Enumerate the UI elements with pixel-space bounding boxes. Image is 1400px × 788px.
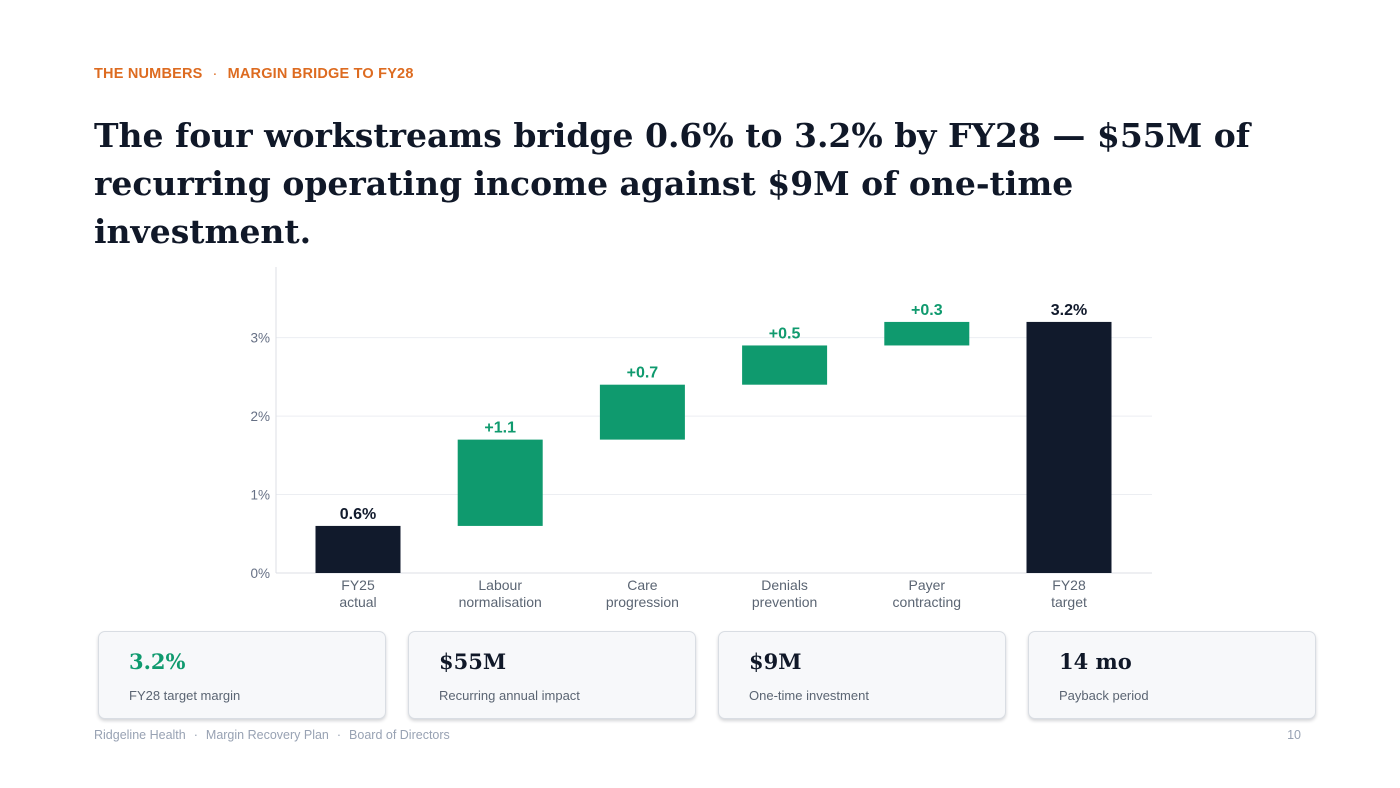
- page-number: 10: [1287, 728, 1301, 742]
- kpi-value: 3.2%: [129, 649, 186, 674]
- y-tick-label: 1%: [250, 488, 270, 503]
- data-label: 0.6%: [340, 506, 376, 523]
- x-tick-label: prevention: [752, 594, 817, 610]
- x-tick-label: Denials: [761, 577, 808, 593]
- kpi-card-recurring-impact: $55M Recurring annual impact: [408, 631, 696, 719]
- y-tick-label: 3%: [250, 331, 270, 346]
- page-title: The four workstreams bridge 0.6% to 3.2%…: [94, 116, 1250, 251]
- kpi-value: 14 mo: [1059, 649, 1132, 674]
- footer-org: Ridgeline Health: [94, 728, 186, 742]
- kpi-value: $9M: [749, 649, 802, 674]
- x-tick-label: Care: [627, 577, 658, 593]
- footer: Ridgeline Health · Margin Recovery Plan · Bo…: [94, 728, 450, 742]
- y-tick-label: 2%: [250, 409, 270, 424]
- kpi-label: Payback period: [1059, 688, 1149, 703]
- delta-bar: [884, 321, 970, 346]
- data-label: +0.3: [911, 302, 943, 319]
- y-tick-label: 0%: [250, 566, 270, 581]
- kpi-label: One-time investment: [749, 688, 869, 703]
- eyebrow-section: THE NUMBERS: [94, 66, 203, 82]
- eyebrow-separator: ·: [212, 66, 218, 82]
- total-bar: [1026, 321, 1112, 573]
- delta-bar: [742, 345, 828, 385]
- x-tick-label: contracting: [893, 594, 961, 610]
- x-tick-label: normalisation: [459, 594, 542, 610]
- delta-bar: [457, 439, 543, 526]
- x-tick-label: Payer: [909, 577, 946, 593]
- eyebrow: THE NUMBERS · MARGIN BRIDGE TO FY28: [94, 66, 414, 82]
- kpi-label: Recurring annual impact: [439, 688, 580, 703]
- x-tick-label: actual: [339, 594, 376, 610]
- total-bar: [315, 525, 401, 573]
- data-label: +0.5: [769, 325, 801, 342]
- data-label: 3.2%: [1051, 302, 1087, 319]
- x-tick-label: Labour: [478, 577, 522, 593]
- eyebrow-topic: MARGIN BRIDGE TO FY28: [227, 66, 414, 82]
- data-label: +0.7: [627, 365, 659, 382]
- footer-audience: Board of Directors: [349, 728, 450, 742]
- kpi-card-target-margin: 3.2% FY28 target margin: [98, 631, 386, 719]
- kpi-card-payback-period: 14 mo Payback period: [1028, 631, 1316, 719]
- kpi-card-one-time-investment: $9M One-time investment: [718, 631, 1006, 719]
- data-label: +1.1: [484, 420, 516, 437]
- footer-deck: Margin Recovery Plan: [205, 728, 329, 742]
- x-tick-label: FY25: [341, 577, 375, 593]
- kpi-label: FY28 target margin: [129, 688, 241, 703]
- footer-separator: ·: [193, 728, 198, 742]
- x-tick-label: target: [1051, 594, 1087, 610]
- kpi-value: $55M: [439, 649, 507, 674]
- x-tick-label: progression: [606, 594, 679, 610]
- footer-separator: ·: [336, 728, 342, 742]
- x-tick-label: FY28: [1052, 577, 1086, 593]
- delta-bar: [599, 384, 685, 440]
